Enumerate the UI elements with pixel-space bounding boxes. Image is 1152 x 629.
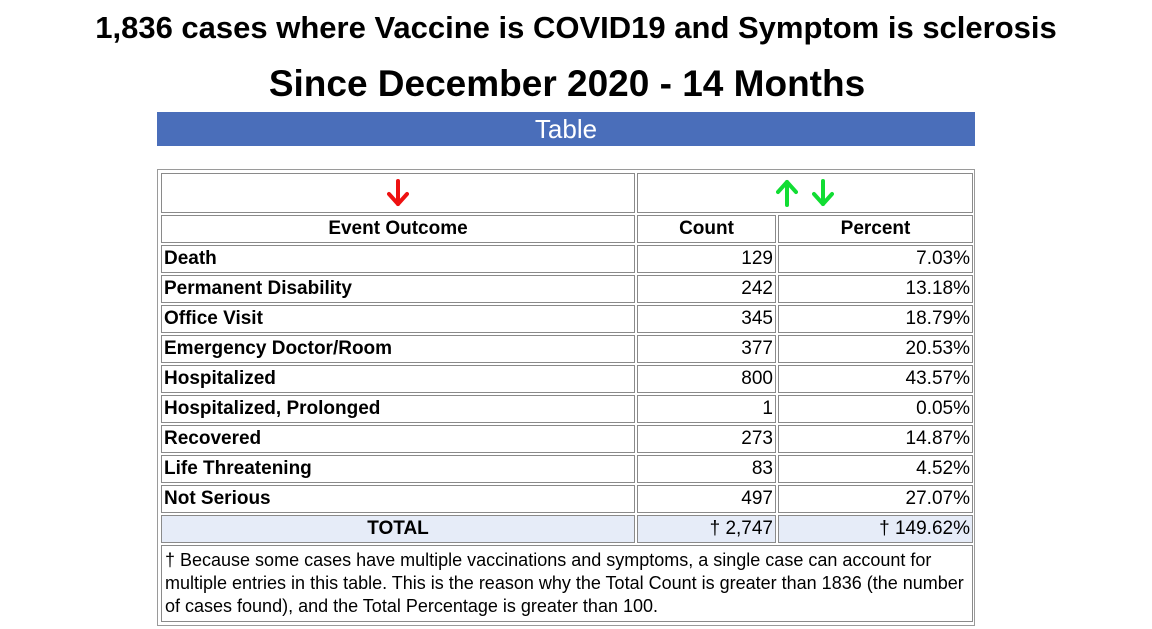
sort-outcome-cell — [161, 173, 635, 213]
outcome-cell: Emergency Doctor/Room — [161, 335, 635, 363]
percent-cell: 7.03% — [778, 245, 973, 273]
table-row: Permanent Disability 242 13.18% — [161, 275, 973, 303]
count-cell: 129 — [637, 245, 776, 273]
total-count: † 2,747 — [637, 515, 776, 543]
count-cell: 83 — [637, 455, 776, 483]
total-row: TOTAL † 2,747 † 149.62% — [161, 515, 973, 543]
column-header-count: Count — [637, 215, 776, 243]
table-row: Office Visit 345 18.79% — [161, 305, 973, 333]
page-subtitle: Since December 2020 - 14 Months — [268, 63, 866, 104]
table-row: Hospitalized 800 43.57% — [161, 365, 973, 393]
outcome-cell: Death — [161, 245, 635, 273]
footnote: † Because some cases have multiple vacci… — [161, 545, 973, 622]
outcome-table-container: Event Outcome Count Percent Death 129 7.03… — [157, 169, 975, 626]
outcome-cell: Not Serious — [161, 485, 635, 513]
column-header-percent: Percent — [778, 215, 973, 243]
count-cell: 377 — [637, 335, 776, 363]
total-label: TOTAL — [161, 515, 635, 543]
percent-cell: 13.18% — [778, 275, 973, 303]
arrow-down-icon[interactable] — [387, 178, 409, 208]
page-title: 1,836 cases where Vaccine is COVID19 and… — [95, 10, 1057, 45]
footnote-row: † Because some cases have multiple vacci… — [161, 545, 973, 622]
outcome-cell: Life Threatening — [161, 455, 635, 483]
table-row: Recovered 273 14.87% — [161, 425, 973, 453]
table-row: Life Threatening 83 4.52% — [161, 455, 973, 483]
percent-cell: 27.07% — [778, 485, 973, 513]
sort-row — [161, 173, 973, 213]
percent-cell: 18.79% — [778, 305, 973, 333]
outcome-cell: Hospitalized, Prolonged — [161, 395, 635, 423]
percent-cell: 43.57% — [778, 365, 973, 393]
table-row: Emergency Doctor/Room 377 20.53% — [161, 335, 973, 363]
percent-cell: 14.87% — [778, 425, 973, 453]
count-cell: 345 — [637, 305, 776, 333]
percent-cell: 20.53% — [778, 335, 973, 363]
outcome-table: Event Outcome Count Percent Death 129 7.03… — [159, 171, 975, 624]
outcome-cell: Office Visit — [161, 305, 635, 333]
arrow-up-icon[interactable] — [776, 178, 799, 208]
sort-count-cell — [637, 173, 973, 213]
count-cell: 497 — [637, 485, 776, 513]
total-percent: † 149.62% — [778, 515, 973, 543]
percent-cell: 4.52% — [778, 455, 973, 483]
percent-cell: 0.05% — [778, 395, 973, 423]
table-row: Death 129 7.03% — [161, 245, 973, 273]
table-row: Hospitalized, Prolonged 1 0.05% — [161, 395, 973, 423]
column-header-outcome: Event Outcome — [161, 215, 635, 243]
count-cell: 273 — [637, 425, 776, 453]
arrow-down-icon[interactable] — [811, 178, 834, 208]
outcome-cell: Permanent Disability — [161, 275, 635, 303]
count-cell: 242 — [637, 275, 776, 303]
table-row: Not Serious 497 27.07% — [161, 485, 973, 513]
section-header-bar: Table — [157, 112, 975, 146]
count-cell: 1 — [637, 395, 776, 423]
count-cell: 800 — [637, 365, 776, 393]
outcome-cell: Hospitalized — [161, 365, 635, 393]
header-row: Event Outcome Count Percent — [161, 215, 973, 243]
outcome-cell: Recovered — [161, 425, 635, 453]
